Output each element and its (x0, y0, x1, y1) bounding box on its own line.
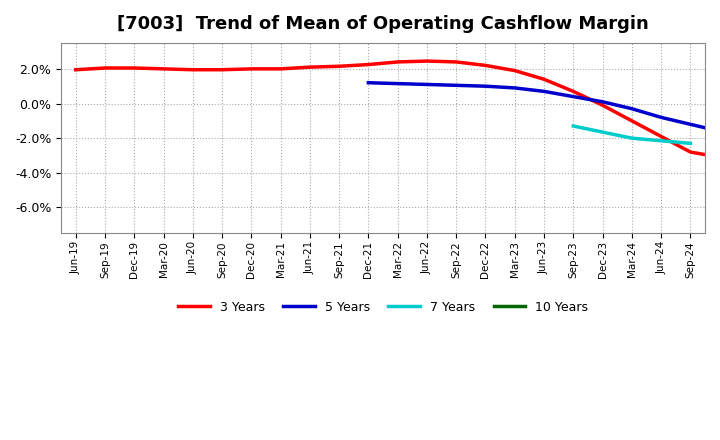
5 Years (657, 115, 665, 120)
5 Years (686, 122, 695, 127)
3 Years (686, 149, 695, 154)
3 Years (364, 62, 373, 67)
3 Years (305, 65, 314, 70)
5 Years (481, 84, 490, 89)
3 Years (423, 59, 431, 64)
7 Years (628, 136, 636, 141)
Legend: 3 Years, 5 Years, 7 Years, 10 Years: 3 Years, 5 Years, 7 Years, 10 Years (174, 296, 593, 319)
7 Years (569, 123, 577, 128)
7 Years (657, 138, 665, 143)
3 Years (715, 154, 720, 160)
5 Years (510, 85, 519, 91)
5 Years (598, 99, 607, 104)
3 Years (247, 66, 256, 72)
3 Years (71, 67, 80, 72)
3 Years (540, 77, 549, 82)
5 Years (452, 83, 461, 88)
3 Years (276, 66, 285, 72)
5 Years (569, 94, 577, 99)
3 Years (189, 67, 197, 72)
Line: 5 Years: 5 Years (369, 83, 720, 171)
5 Years (715, 128, 720, 134)
5 Years (540, 89, 549, 94)
3 Years (452, 59, 461, 65)
3 Years (598, 103, 607, 108)
3 Years (657, 134, 665, 139)
3 Years (569, 89, 577, 94)
Line: 3 Years: 3 Years (76, 61, 720, 225)
3 Years (393, 59, 402, 65)
5 Years (423, 82, 431, 87)
Title: [7003]  Trend of Mean of Operating Cashflow Margin: [7003] Trend of Mean of Operating Cashfl… (117, 15, 649, 33)
7 Years (598, 129, 607, 135)
5 Years (393, 81, 402, 86)
7 Years (686, 141, 695, 146)
5 Years (628, 106, 636, 111)
Line: 7 Years: 7 Years (573, 126, 690, 143)
3 Years (481, 63, 490, 68)
3 Years (101, 66, 109, 71)
3 Years (130, 66, 138, 71)
5 Years (364, 80, 373, 85)
3 Years (217, 67, 226, 72)
3 Years (510, 68, 519, 73)
3 Years (159, 66, 168, 72)
3 Years (628, 118, 636, 124)
3 Years (335, 64, 343, 69)
